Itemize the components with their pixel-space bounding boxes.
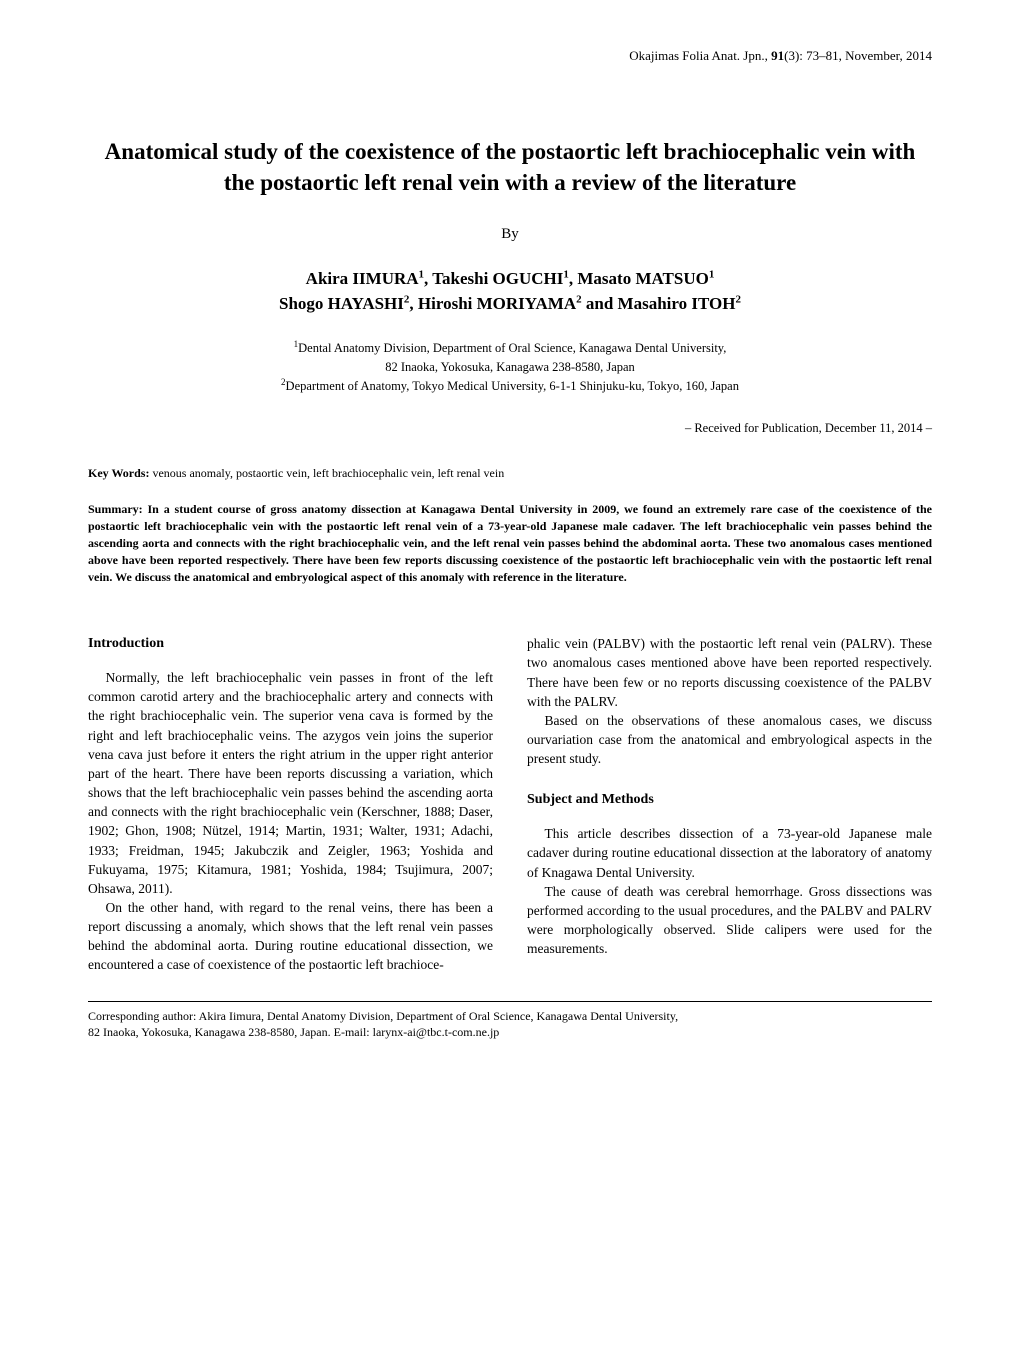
keywords: Key Words: venous anomaly, postaortic ve…: [88, 466, 932, 481]
body-paragraph: The cause of death was cerebral hemorrha…: [527, 882, 932, 959]
body-paragraph: Based on the observations of these anoma…: [527, 711, 932, 768]
authors: Akira IIMURA1, Takeshi OGUCHI1, Masato M…: [88, 267, 932, 316]
journal-header: Okajimas Folia Anat. Jpn., 91(3): 73–81,…: [88, 48, 932, 64]
section-heading-introduction: Introduction: [88, 634, 493, 654]
corresponding-author: Corresponding author: Akira Iimura, Dent…: [88, 1008, 932, 1042]
left-column: Introduction Normally, the left brachioc…: [88, 634, 493, 974]
body-paragraph: On the other hand, with regard to the re…: [88, 898, 493, 975]
author-name: and Masahiro ITOH: [582, 294, 736, 313]
by-label: By: [88, 226, 932, 243]
author-name: , Takeshi OGUCHI: [424, 269, 563, 288]
received-date: – Received for Publication, December 11,…: [88, 421, 932, 436]
affiliation-text: Dental Anatomy Division, Department of O…: [298, 342, 726, 356]
body-paragraph: phalic vein (PALBV) with the postaortic …: [527, 634, 932, 711]
author-sup: 1: [709, 268, 715, 280]
body-paragraph: Normally, the left brachiocephalic vein …: [88, 668, 493, 898]
body-paragraph: This article describes dissection of a 7…: [527, 824, 932, 881]
affiliation-text: 82 Inaoka, Yokosuka, Kanagawa 238-8580, …: [385, 360, 635, 374]
footer-rule: [88, 1001, 932, 1002]
body-columns: Introduction Normally, the left brachioc…: [88, 634, 932, 974]
keywords-text: venous anomaly, postaortic vein, left br…: [149, 466, 504, 480]
author-name: Akira IIMURA: [306, 269, 419, 288]
footer-line: 82 Inaoka, Yokosuka, Kanagawa 238-8580, …: [88, 1024, 932, 1041]
keywords-label: Key Words:: [88, 466, 149, 480]
author-name: Shogo HAYASHI: [279, 294, 404, 313]
journal-volume: 91: [771, 48, 784, 63]
article-title: Anatomical study of the coexistence of t…: [88, 136, 932, 198]
author-name: , Hiroshi MORIYAMA: [409, 294, 576, 313]
right-column: phalic vein (PALBV) with the postaortic …: [527, 634, 932, 974]
section-heading-methods: Subject and Methods: [527, 790, 932, 810]
author-sup: 2: [735, 293, 741, 305]
footer-line: Corresponding author: Akira Iimura, Dent…: [88, 1008, 932, 1025]
summary: Summary: In a student course of gross an…: [88, 501, 932, 586]
author-name: , Masato MATSUO: [569, 269, 709, 288]
journal-issue: (3): 73–81, November, 2014: [784, 48, 932, 63]
affiliation-text: Department of Anatomy, Tokyo Medical Uni…: [286, 379, 739, 393]
spacer: [527, 768, 932, 790]
journal-name: Okajimas Folia Anat. Jpn.,: [629, 48, 771, 63]
affiliations: 1Dental Anatomy Division, Department of …: [88, 338, 932, 395]
